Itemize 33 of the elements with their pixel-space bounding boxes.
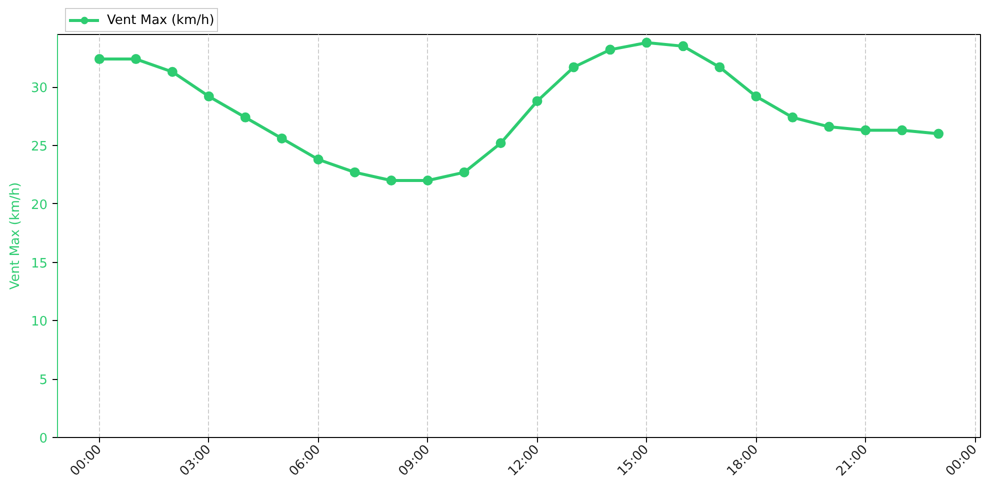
point bbox=[714, 62, 725, 72]
point bbox=[788, 112, 798, 122]
point bbox=[824, 122, 834, 132]
point bbox=[350, 167, 360, 178]
y-tick-label: 25 bbox=[30, 139, 48, 154]
point bbox=[532, 96, 542, 106]
point bbox=[204, 91, 214, 102]
point bbox=[276, 133, 287, 144]
point bbox=[130, 54, 141, 64]
y-tick-label: 10 bbox=[30, 314, 48, 330]
point bbox=[568, 62, 579, 72]
point bbox=[642, 38, 652, 48]
point bbox=[678, 41, 688, 52]
point bbox=[167, 66, 178, 77]
y-axis-title: Vent Max (km/h) bbox=[8, 182, 23, 290]
legend-label: Vent Max (km/h) bbox=[107, 12, 214, 28]
point bbox=[94, 54, 104, 64]
point bbox=[934, 128, 944, 139]
point bbox=[386, 176, 396, 186]
y-tick-label: 5 bbox=[39, 373, 48, 388]
y-tick-label: 30 bbox=[30, 81, 48, 96]
point bbox=[860, 125, 871, 136]
point bbox=[240, 112, 250, 122]
y-tick-label: 15 bbox=[30, 256, 48, 272]
point bbox=[313, 154, 324, 164]
point bbox=[496, 138, 506, 148]
point bbox=[422, 176, 433, 186]
point bbox=[459, 167, 470, 178]
y-tick-label: 0 bbox=[39, 432, 48, 446]
point bbox=[751, 91, 762, 102]
point bbox=[897, 125, 908, 136]
point bbox=[605, 44, 616, 55]
y-tick-label: 20 bbox=[30, 198, 48, 213]
